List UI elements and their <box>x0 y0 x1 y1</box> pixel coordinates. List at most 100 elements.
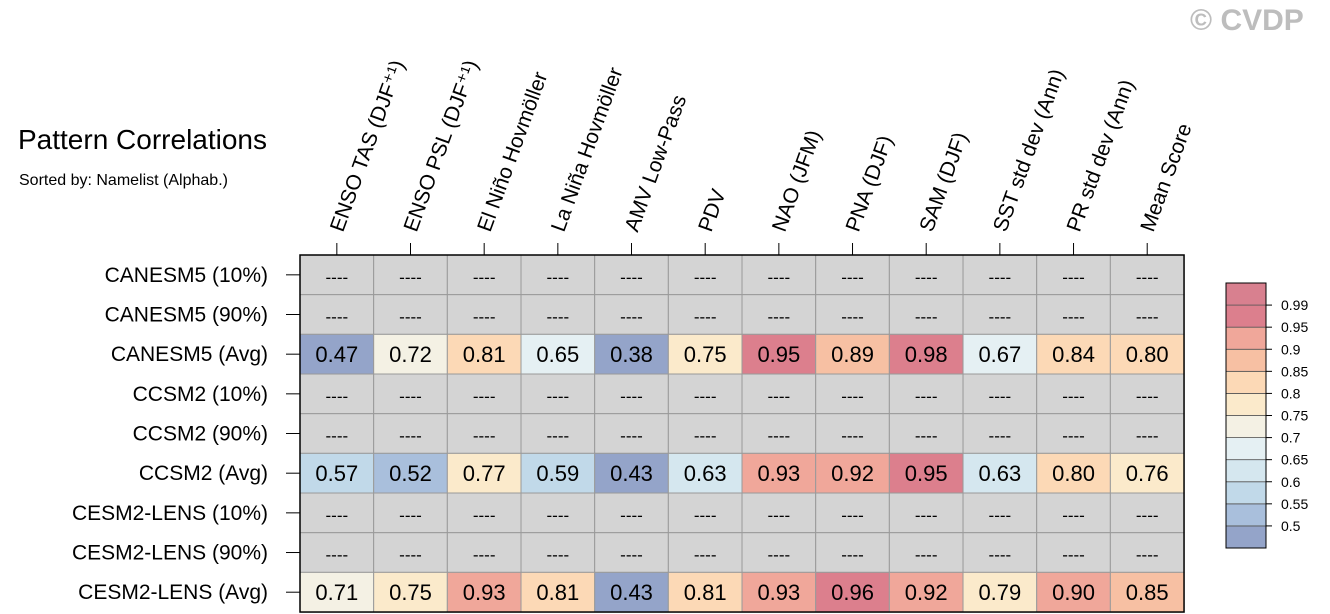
heatmap-cell <box>1036 333 1111 375</box>
colorbar-tick-label: 0.9 <box>1281 341 1301 357</box>
cell-value-label: ---- <box>547 387 570 406</box>
heatmap-frame <box>299 254 1185 613</box>
cell-value-label: ---- <box>694 427 717 446</box>
heatmap-cell <box>1109 413 1185 454</box>
cell-value-label: ---- <box>547 546 570 565</box>
heatmap-cell <box>373 254 448 296</box>
heatmap-cell <box>520 413 596 454</box>
cell-value-label: 0.95 <box>757 342 800 367</box>
heatmap-cell <box>446 333 522 375</box>
row-label: CESM2-LENS (10%) <box>72 502 268 525</box>
cell-value-label: ---- <box>399 546 422 565</box>
colorbar-bin <box>1225 393 1267 416</box>
heatmap-cell <box>667 571 743 613</box>
cell-value-label: 0.81 <box>684 580 727 605</box>
cell-value-label: ---- <box>620 387 643 406</box>
colorbar-tick-label: 0.55 <box>1281 496 1308 512</box>
cell-value-label: 0.89 <box>831 342 874 367</box>
cell-value-label: ---- <box>915 427 938 446</box>
cell-value-label: 0.90 <box>1052 580 1095 605</box>
heatmap-cell <box>667 452 743 494</box>
colorbar-tick-label: 0.65 <box>1281 452 1308 468</box>
cell-value-label: 0.93 <box>757 461 800 486</box>
cell-value-label: 0.63 <box>684 461 727 486</box>
cell-value-label: ---- <box>915 546 938 565</box>
heatmap-cell <box>1109 254 1185 296</box>
cell-value-label: ---- <box>768 427 791 446</box>
cell-value-label: ---- <box>620 427 643 446</box>
colorbar-bin <box>1225 348 1267 372</box>
heatmap-cell <box>1036 452 1111 494</box>
cell-value-label: 0.75 <box>389 580 432 605</box>
heatmap-cell <box>962 333 1038 375</box>
column-label: El Niño Hovmöller <box>473 69 552 235</box>
cell-value-label: 0.98 <box>905 342 948 367</box>
colorbar-tick-label: 0.85 <box>1281 363 1308 379</box>
heatmap-cell <box>888 294 964 335</box>
heatmap-cell <box>299 413 375 454</box>
cell-value-label: 0.93 <box>757 580 800 605</box>
cell-value-label: ---- <box>1136 387 1159 406</box>
cell-value-label: ---- <box>326 427 349 446</box>
row-label: CANESM5 (90%) <box>105 304 268 327</box>
cell-value-label: ---- <box>1062 268 1085 287</box>
heatmap-cell <box>373 333 448 375</box>
colorbar-tick-label: 0.8 <box>1281 385 1301 401</box>
heatmap-cell <box>888 571 964 613</box>
cell-value-label: 0.76 <box>1126 461 1169 486</box>
heatmap-cell <box>520 294 596 335</box>
cell-value-label: ---- <box>841 268 864 287</box>
colorbar-bin <box>1225 326 1267 350</box>
colorbar-bin <box>1225 304 1267 328</box>
heatmap-cell <box>815 413 890 454</box>
cell-value-label: 0.43 <box>610 580 653 605</box>
cell-value-label: ---- <box>989 427 1012 446</box>
heatmap-cell <box>962 413 1038 454</box>
cell-value-label: ---- <box>1062 546 1085 565</box>
cell-value-label: ---- <box>473 308 496 327</box>
heatmap-cell <box>962 492 1038 534</box>
colorbar-bin <box>1225 503 1267 527</box>
cell-value-label: ---- <box>1062 308 1085 327</box>
heatmap-cell <box>299 333 375 375</box>
cell-value-label: ---- <box>473 546 496 565</box>
cell-value-label: ---- <box>326 308 349 327</box>
cell-value-label: ---- <box>620 308 643 327</box>
heatmap-cell <box>667 294 743 335</box>
heatmap-cell <box>667 413 743 454</box>
heatmap-cell <box>1036 254 1111 296</box>
cell-value-label: ---- <box>399 387 422 406</box>
heatmap-cell <box>373 532 448 573</box>
cell-value-label: 0.92 <box>905 580 948 605</box>
column-label: NAO (JFM) <box>768 127 826 235</box>
cell-value-label: 0.52 <box>389 461 432 486</box>
column-label: ENSO PSL (DJF⁺¹) <box>400 57 483 235</box>
cell-value-label: ---- <box>620 546 643 565</box>
cell-value-label: ---- <box>326 387 349 406</box>
cell-value-label: 0.80 <box>1126 342 1169 367</box>
heatmap-cell <box>1109 373 1185 415</box>
heatmap-cell <box>1109 492 1185 534</box>
column-label: SAM (DJF) <box>915 129 972 234</box>
cell-value-label: 0.77 <box>463 461 506 486</box>
cell-value-label: ---- <box>915 506 938 525</box>
column-label: PNA (DJF) <box>842 133 898 235</box>
cell-value-label: 0.43 <box>610 461 653 486</box>
cell-value-label: ---- <box>326 506 349 525</box>
heatmap-cell <box>1036 532 1111 573</box>
cell-value-label: ---- <box>473 268 496 287</box>
cell-value-label: 0.38 <box>610 342 653 367</box>
cell-value-label: 0.65 <box>536 342 579 367</box>
heatmap-cell <box>1036 294 1111 335</box>
cell-value-label: ---- <box>326 546 349 565</box>
cell-value-label: 0.96 <box>831 580 874 605</box>
heatmap-cell <box>815 532 890 573</box>
heatmap-cell <box>594 294 669 335</box>
heatmap-cell <box>446 571 522 613</box>
column-label: AMV Low-Pass <box>621 92 692 235</box>
column-label: ENSO TAS (DJF⁺¹) <box>326 57 409 235</box>
cell-value-label: 0.93 <box>463 580 506 605</box>
row-label: CESM2-LENS (Avg) <box>78 581 268 604</box>
cell-value-label: ---- <box>989 546 1012 565</box>
